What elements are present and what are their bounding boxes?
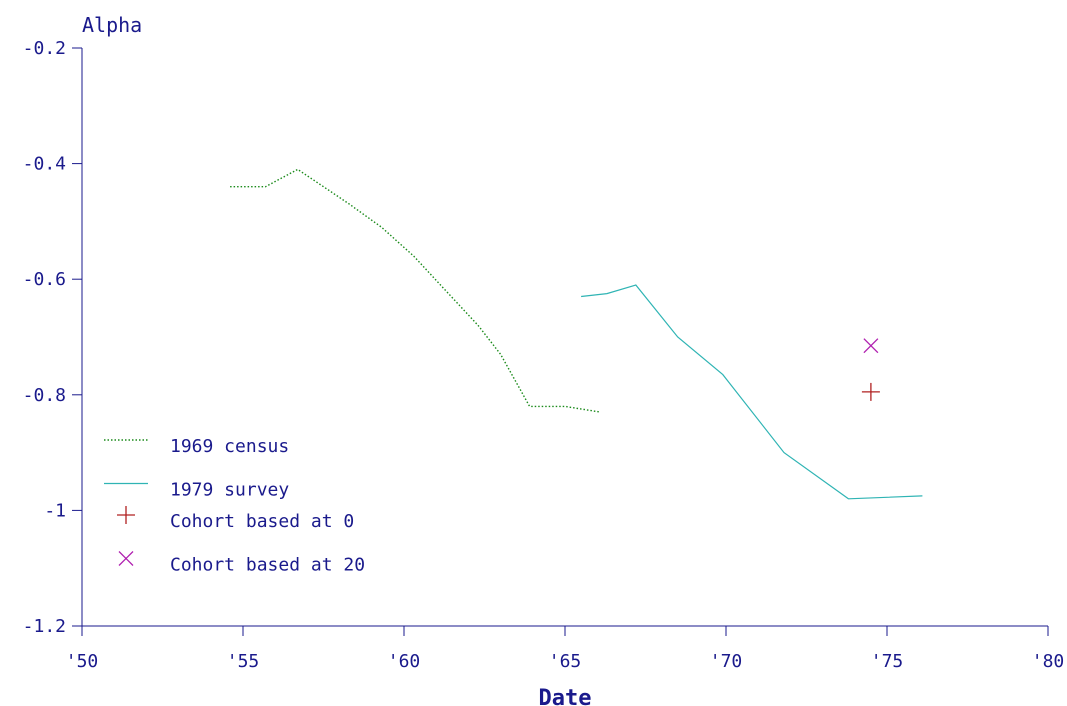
x-tick-label: '60 xyxy=(388,651,421,672)
series-layer xyxy=(230,168,923,500)
y-tick-label: -0.6 xyxy=(23,269,66,290)
series-line-1 xyxy=(230,168,601,413)
x-tick-label: '50 xyxy=(66,651,99,672)
x-tick-label: '75 xyxy=(871,651,904,672)
axes: -0.2 -0.4 -0.6 -0.8 -1 -1.2'50 '55 '60 '65 '70 '75… xyxy=(23,38,1065,672)
x-tick-label: '70 xyxy=(710,651,743,672)
x-tick-label: '80 xyxy=(1032,651,1065,672)
y-tick-label: -0.2 xyxy=(23,38,66,59)
legend-label: 1979 survey xyxy=(170,480,289,501)
y-tick-label: -1 xyxy=(44,500,66,521)
legend-swatch-4 xyxy=(118,551,134,566)
x-tick-label: '65 xyxy=(549,651,582,672)
y-tick-label: -0.4 xyxy=(23,154,66,175)
y-axis-title: Alpha xyxy=(82,13,142,37)
series-point-3 xyxy=(861,382,880,401)
x-axis-title: Date xyxy=(539,686,592,706)
series-point-4 xyxy=(863,338,879,354)
legend-swatch-3 xyxy=(117,506,135,524)
series-line-2 xyxy=(581,284,923,500)
x-tick-label: '55 xyxy=(227,651,260,672)
legend-label: Cohort based at 20 xyxy=(170,555,365,576)
legend-label: Cohort based at 0 xyxy=(170,511,354,532)
y-tick-label: -0.8 xyxy=(23,385,66,406)
legend: 1969 census 1979 survey Cohort based at 0 C… xyxy=(104,436,365,576)
y-tick-label: -1.2 xyxy=(23,616,66,637)
legend-label: 1969 census xyxy=(170,436,289,457)
